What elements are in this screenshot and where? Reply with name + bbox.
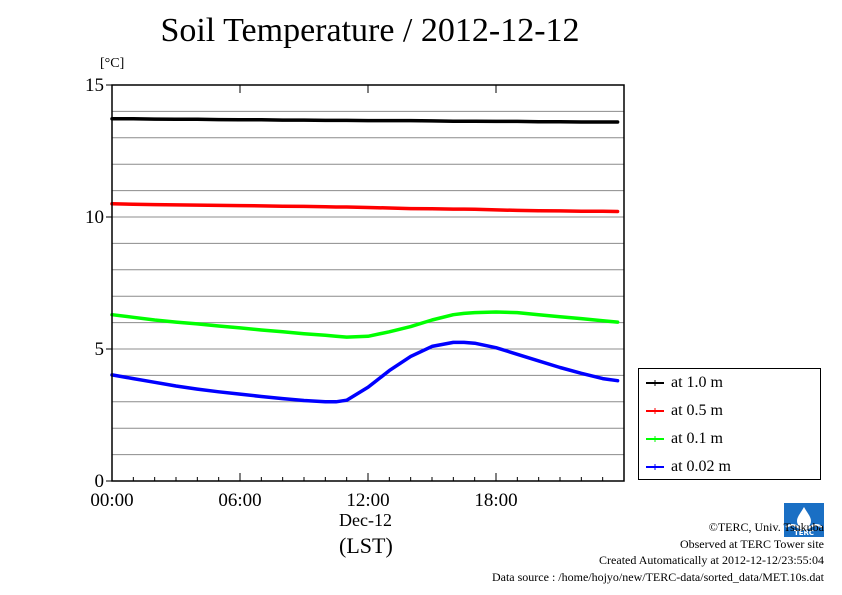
x-tick-label: 18:00 (474, 490, 517, 511)
y-tick-label: 0 (95, 471, 105, 492)
legend: at 1.0 m at 0.5 m at 0.1 m at 0.02 m (638, 368, 821, 480)
legend-item-0-02m: at 0.02 m (645, 453, 731, 481)
grid-lines (112, 110, 624, 456)
legend-item-1m: at 1.0 m (645, 369, 723, 397)
credits-observed: Observed at TERC Tower site (679, 536, 824, 551)
series-line-2 (110, 310, 620, 339)
series-line-0 (110, 117, 620, 124)
chart-title: Soil Temperature / 2012-12-12 (160, 12, 580, 49)
x-tick-label: 12:00 (346, 490, 389, 511)
legend-swatch-0-02m (646, 464, 664, 471)
terc-logo-text: TERC (794, 529, 814, 537)
legend-label-0-02m: at 0.02 m (671, 458, 731, 475)
credits-created: Created Automatically at 2012-12-12/23:5… (599, 553, 824, 567)
legend-label-0-5m: at 0.5 m (671, 402, 723, 419)
legend-item-0-1m: at 0.1 m (645, 425, 723, 453)
y-axis-unit-label: [°C] (100, 56, 125, 71)
legend-item-0-5m: at 0.5 m (645, 397, 723, 425)
y-tick-label: 10 (85, 207, 104, 228)
legend-swatch-0-1m (646, 436, 664, 443)
legend-swatch-1m (646, 380, 664, 387)
y-tick-label: 5 (95, 339, 105, 360)
series-line-3 (110, 340, 620, 404)
x-axis-date-label: Dec-12 (339, 510, 392, 530)
credits-copyright: ©TERC, Univ. Tsukuba (708, 520, 824, 534)
x-axis-timezone-label: (LST) (339, 533, 393, 558)
series-lines (110, 117, 620, 404)
legend-label-0-1m: at 0.1 m (671, 430, 723, 447)
series-line-1 (110, 202, 620, 214)
legend-swatch-0-5m (646, 408, 664, 415)
y-tick-label: 15 (85, 75, 104, 96)
x-tick-label: 00:00 (90, 490, 133, 511)
credits: ©TERC, Univ. Tsukuba Observed at TERC To… (492, 519, 824, 585)
terc-logo: TERC (784, 503, 824, 537)
legend-label-1m: at 1.0 m (671, 374, 723, 391)
axis-ticks: 00:00 06:00 12:00 18:00 0 5 10 15 (85, 75, 604, 511)
x-tick-label: 06:00 (218, 490, 261, 511)
plot-frame (111, 84, 625, 482)
credits-source: Data source : /home/hojyo/new/TERC-data/… (491, 569, 824, 584)
